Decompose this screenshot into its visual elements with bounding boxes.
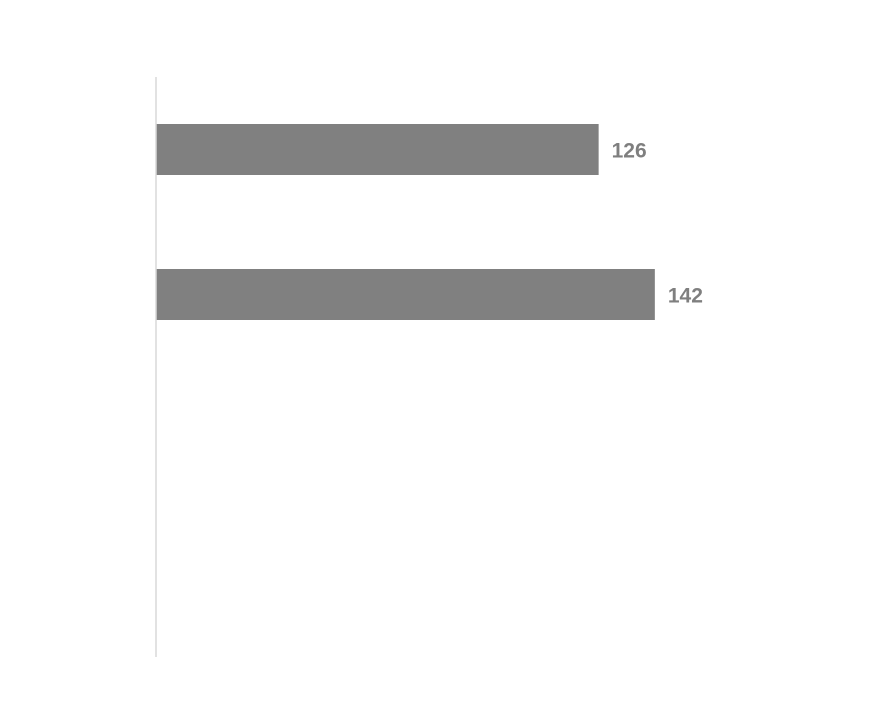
data-labels-group: 126 142: [612, 140, 703, 308]
bars-group: [156, 124, 655, 320]
bar-0: [156, 124, 599, 175]
bar-value-label-0: 126: [612, 140, 647, 163]
bar-value-label-1: 142: [668, 285, 703, 308]
bar-1: [156, 269, 655, 320]
